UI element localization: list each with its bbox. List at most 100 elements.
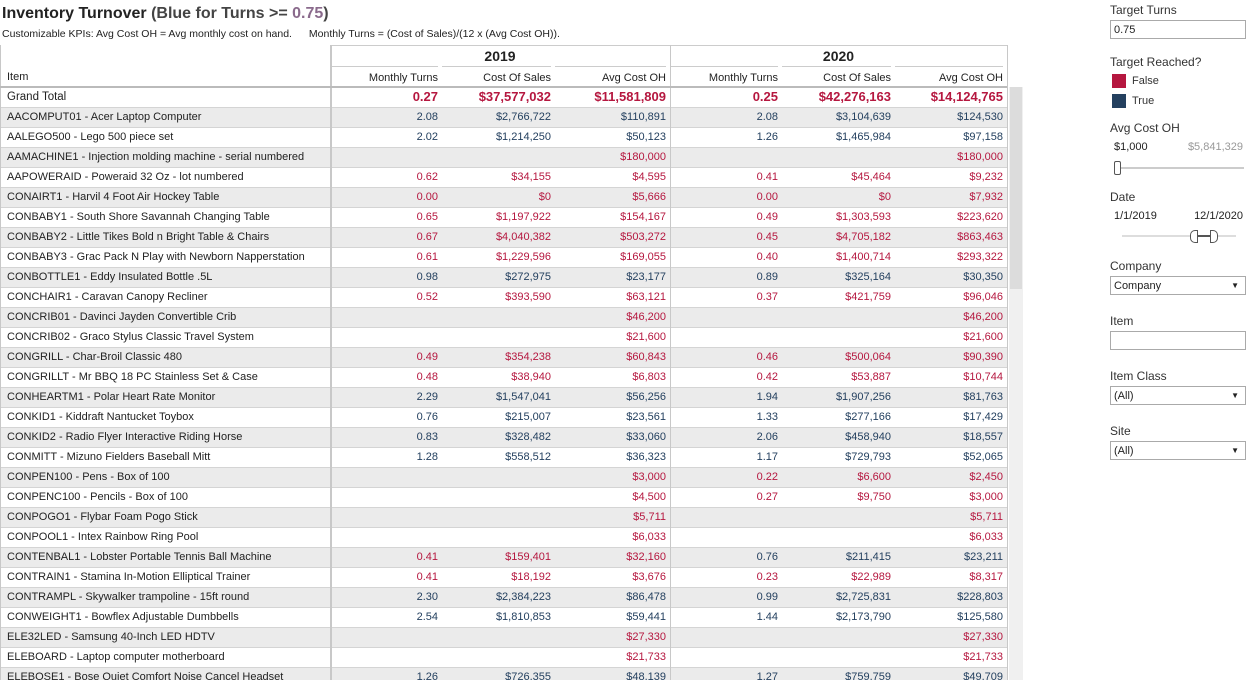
item-name: CONCHAIR1 - Caravan Canopy Recliner — [7, 291, 208, 303]
table-cell: $21,600 — [963, 331, 1003, 343]
table: 2019 Monthly Turns Cost Of Sales Avg Cost O… — [0, 45, 1008, 680]
table-cell: 0.37 — [756, 291, 778, 303]
legend-label[interactable]: True — [1132, 95, 1155, 107]
table-cell: $52,065 — [963, 451, 1003, 463]
item-name: CONKID1 - Kiddraft Nantucket Toybox — [7, 411, 194, 423]
table-cell: $21,600 — [626, 331, 666, 343]
text-input[interactable] — [1110, 331, 1246, 350]
table-cell: $500,064 — [845, 351, 891, 363]
legend-label[interactable]: False — [1132, 75, 1159, 87]
filter-label: Avg Cost OH — [1110, 121, 1180, 135]
subtitle: Customizable KPIs: Avg Cost OH = Avg mon… — [2, 28, 560, 40]
column-header: Cost Of Sales — [782, 66, 891, 88]
table-cell: $211,415 — [845, 551, 891, 563]
item-name: CONMITT - Mizuno Fielders Baseball Mitt — [7, 451, 211, 463]
filter-label: Item — [1110, 314, 1134, 328]
legend-swatch[interactable] — [1112, 74, 1126, 88]
table-cell: 2.02 — [416, 131, 438, 143]
item-name: CONCRIB01 - Davinci Jayden Convertible C… — [7, 311, 237, 323]
table-cell: $6,033 — [969, 531, 1003, 543]
table-cell: $0 — [538, 191, 551, 203]
item-name: AALEGO500 - Lego 500 piece set — [7, 131, 174, 143]
table-cell: $503,272 — [620, 231, 666, 243]
table-cell: $9,750 — [857, 491, 891, 503]
date-thumb[interactable] — [1210, 230, 1218, 243]
dropdown[interactable]: (All) ▼ — [1110, 441, 1246, 460]
subtitle-formula: Monthly Turns = (Cost of Sales)/(12 x (A… — [308, 28, 560, 40]
dropdown-arrow[interactable]: ▼ — [1231, 391, 1239, 400]
table-cell: $354,238 — [505, 351, 551, 363]
table-cell: $46,200 — [626, 311, 666, 323]
scrollbar-thumb[interactable] — [1010, 87, 1022, 289]
table-cell: $125,580 — [957, 611, 1003, 623]
table-cell: $90,390 — [963, 351, 1003, 363]
row-background — [0, 407, 1007, 427]
legend-title: Target Reached? — [1110, 55, 1202, 69]
table-cell: $33,060 — [626, 431, 666, 443]
dropdown-arrow[interactable]: ▼ — [1231, 446, 1239, 455]
target-input[interactable]: 0.75 — [1110, 20, 1246, 39]
table-cell: $14,124,765 — [930, 89, 1003, 104]
table-cell: $293,322 — [957, 251, 1003, 263]
row-background — [0, 487, 1007, 507]
table-cell: 0.25 — [752, 89, 778, 104]
table-cell: $180,000 — [957, 151, 1003, 163]
table-cell: $393,590 — [505, 291, 551, 303]
table-cell: $45,464 — [851, 171, 891, 183]
table-cell: 2.29 — [416, 391, 438, 403]
header-separator — [0, 86, 1007, 88]
table-cell: 0.42 — [756, 371, 778, 383]
table-cell: $49,709 — [963, 671, 1003, 680]
column-separator — [330, 45, 332, 680]
table-cell: $81,763 — [963, 391, 1003, 403]
title-note-text: (Blue for Turns >= — [151, 5, 293, 22]
table-cell: 0.27 — [756, 491, 778, 503]
table-cell: $124,530 — [957, 111, 1003, 123]
item-name: CONTRAMPL - Skywalker trampoline - 15ft … — [7, 591, 250, 603]
table-cell: $27,330 — [963, 631, 1003, 643]
table-cell: $4,040,382 — [495, 231, 551, 243]
row-background — [0, 267, 1007, 287]
table-cell: $8,317 — [969, 571, 1003, 583]
table-cell: $458,940 — [845, 431, 891, 443]
year-header: 2020 — [670, 45, 1007, 67]
dropdown-arrow[interactable]: ▼ — [1231, 281, 1239, 290]
table-cell: 1.27 — [756, 671, 778, 680]
table-cell: 0.40 — [756, 251, 778, 263]
column-header: Monthly Turns — [670, 66, 778, 88]
table-cell: 0.48 — [416, 371, 438, 383]
table-cell: $180,000 — [620, 151, 666, 163]
item-name: CONPOOL1 - Intex Rainbow Ring Pool — [7, 531, 199, 543]
column-separator — [0, 45, 1, 680]
column-separator — [1007, 45, 1008, 680]
table-cell: $6,600 — [857, 471, 891, 483]
row-background — [0, 187, 1007, 207]
table-cell: 0.67 — [416, 231, 438, 243]
row-background — [0, 607, 1007, 627]
table-cell: $10,744 — [963, 371, 1003, 383]
table-cell: $729,793 — [845, 451, 891, 463]
row-background — [0, 447, 1007, 467]
dropdown[interactable]: (All) ▼ — [1110, 386, 1246, 405]
date-thumb[interactable] — [1190, 230, 1198, 243]
table-cell: 2.08 — [756, 111, 778, 123]
row-background — [0, 547, 1007, 567]
table-cell: $86,478 — [626, 591, 666, 603]
item-name: CONCRIB02 - Graco Stylus Classic Travel … — [7, 331, 254, 343]
table-cell: $1,303,593 — [835, 211, 891, 223]
item-header: Item — [7, 71, 29, 83]
table-cell: $4,595 — [632, 171, 666, 183]
table-cell: $421,759 — [845, 291, 891, 303]
table-cell: 1.94 — [756, 391, 778, 403]
dropdown[interactable]: Company ▼ — [1110, 276, 1246, 295]
row-background — [0, 147, 1007, 167]
table-cell: $6,033 — [632, 531, 666, 543]
item-name: CONWEIGHT1 - Bowflex Adjustable Dumbbell… — [7, 611, 239, 623]
slider-thumb[interactable] — [1114, 161, 1121, 175]
item-name: CONBABY3 - Grac Pack N Play with Newborn… — [7, 251, 305, 263]
row-background — [0, 467, 1007, 487]
legend-swatch[interactable] — [1112, 94, 1126, 108]
table-cell: $726,355 — [505, 671, 551, 680]
